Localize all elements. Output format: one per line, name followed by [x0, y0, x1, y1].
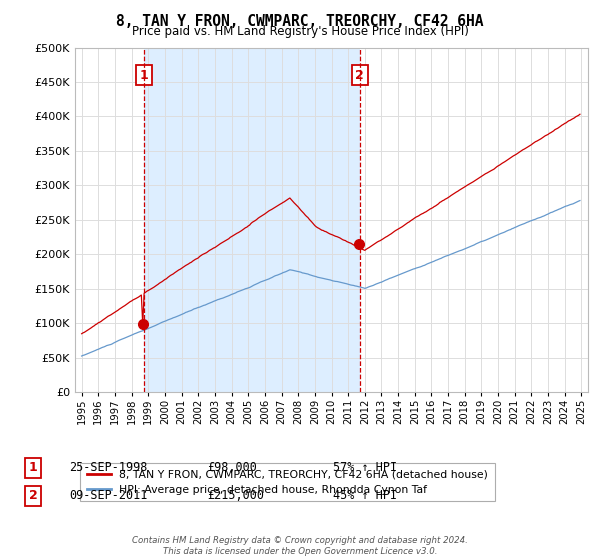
- Text: 1: 1: [29, 461, 37, 474]
- Text: 09-SEP-2011: 09-SEP-2011: [69, 489, 148, 502]
- Text: Price paid vs. HM Land Registry's House Price Index (HPI): Price paid vs. HM Land Registry's House …: [131, 25, 469, 38]
- Text: 8, TAN Y FRON, CWMPARC, TREORCHY, CF42 6HA: 8, TAN Y FRON, CWMPARC, TREORCHY, CF42 6…: [116, 14, 484, 29]
- Text: 2: 2: [355, 69, 364, 82]
- Text: 45% ↑ HPI: 45% ↑ HPI: [333, 489, 397, 502]
- Bar: [144, 48, 359, 392]
- Text: 57% ↑ HPI: 57% ↑ HPI: [333, 461, 397, 474]
- Text: £98,000: £98,000: [207, 461, 257, 474]
- Legend: 8, TAN Y FRON, CWMPARC, TREORCHY, CF42 6HA (detached house), HPI: Average price,: 8, TAN Y FRON, CWMPARC, TREORCHY, CF42 6…: [80, 463, 495, 501]
- Text: 25-SEP-1998: 25-SEP-1998: [69, 461, 148, 474]
- Text: 2: 2: [29, 489, 37, 502]
- Text: 1: 1: [139, 69, 148, 82]
- Text: £215,000: £215,000: [207, 489, 264, 502]
- Text: Contains HM Land Registry data © Crown copyright and database right 2024.
This d: Contains HM Land Registry data © Crown c…: [132, 536, 468, 556]
